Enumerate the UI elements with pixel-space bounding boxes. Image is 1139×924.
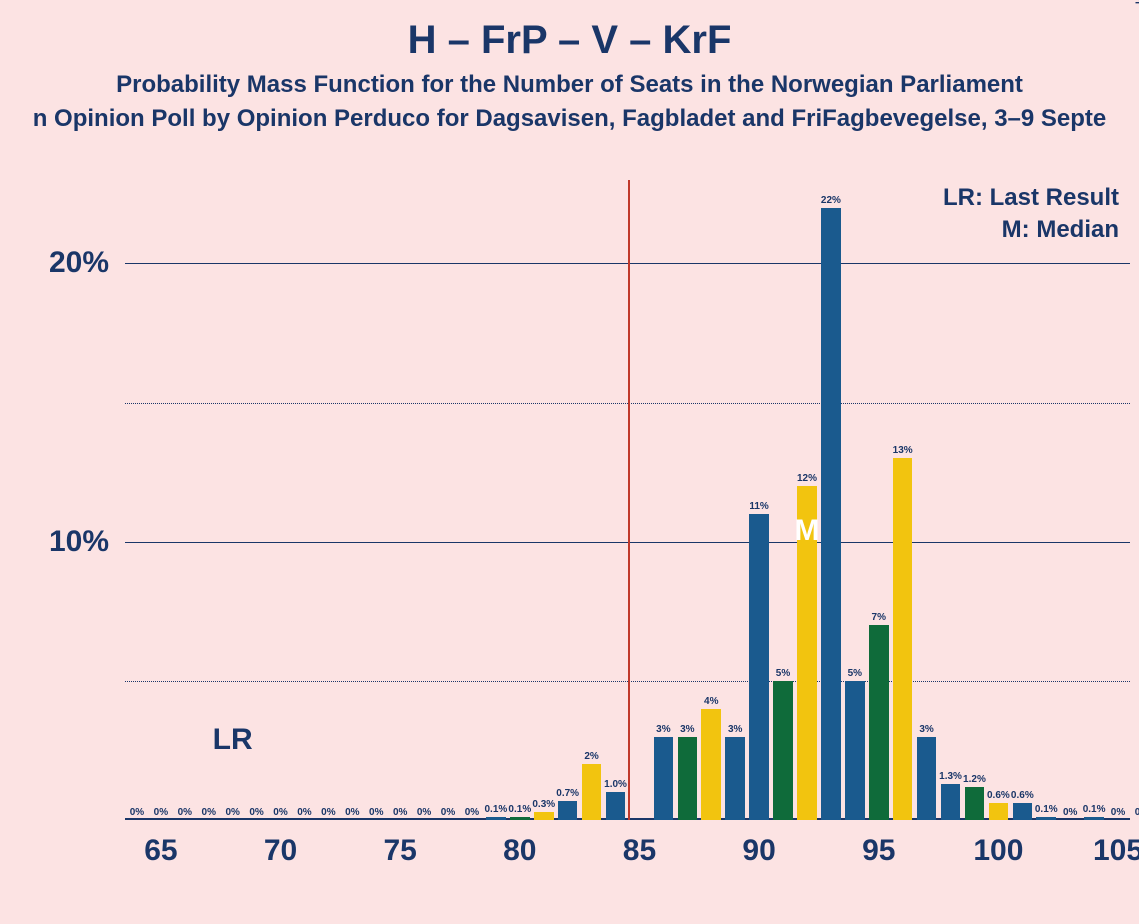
x-tick-label: 90 (742, 820, 775, 868)
chart-title: H – FrP – V – KrF (0, 18, 1139, 63)
bar (941, 784, 961, 820)
bar-label: 5% (848, 668, 862, 679)
y-tick-label: 20% (49, 246, 125, 280)
bar-label: 22% (821, 195, 841, 206)
bar-label: 0% (1063, 807, 1077, 818)
bar (869, 625, 889, 820)
bar-label: 12% (797, 473, 817, 484)
x-tick-label: 85 (623, 820, 656, 868)
bar-label: 3% (656, 724, 670, 735)
bar (701, 709, 721, 820)
bar (965, 787, 985, 820)
lr-line (628, 180, 630, 820)
x-tick-label: 65 (144, 820, 177, 868)
bar-label: 4% (704, 696, 718, 707)
x-tick-label: 105 (1093, 820, 1139, 868)
bar-label: 0% (417, 807, 431, 818)
y-tick-label: 10% (49, 525, 125, 559)
bar-label: 0.7% (556, 788, 579, 799)
bar-label: 0% (441, 807, 455, 818)
bar-label: 7% (872, 612, 886, 623)
bar-label: 0% (297, 807, 311, 818)
header-block: H – FrP – V – KrF Probability Mass Funct… (0, 0, 1139, 133)
bar (989, 803, 1009, 820)
bar (678, 737, 698, 820)
bar (534, 812, 554, 820)
bar (1036, 817, 1056, 820)
bar-label: 0% (393, 807, 407, 818)
bar (1013, 803, 1033, 820)
bar-label: 0% (369, 807, 383, 818)
bar-label: 0.3% (532, 799, 555, 810)
bar-label: 0% (154, 807, 168, 818)
bar (749, 514, 769, 820)
bar-label: 13% (893, 445, 913, 456)
bar-label: 0% (178, 807, 192, 818)
x-tick-label: 100 (973, 820, 1023, 868)
bar-label: 0.1% (484, 804, 507, 815)
bar-label: 0.1% (1083, 804, 1106, 815)
bar-label: 0.6% (1011, 790, 1034, 801)
bar (893, 458, 913, 820)
bar-label: 3% (919, 724, 933, 735)
bar-label: 0% (345, 807, 359, 818)
bar (845, 681, 865, 820)
bar (725, 737, 745, 820)
copyright-text: © 2024 Filip van Laenen (1133, 0, 1139, 4)
bar-label: 3% (728, 724, 742, 735)
bar-label: 0% (202, 807, 216, 818)
chart-subtitle: Probability Mass Function for the Number… (0, 71, 1139, 99)
bar-label: 0% (1111, 807, 1125, 818)
bar-label: 1.2% (963, 774, 986, 785)
bar-label: 0% (1135, 807, 1139, 818)
plot-region: 0%0%0%0%0%0%0%0%0%0%0%0%0%0%0%0.1%0.1%0.… (125, 180, 1130, 820)
bar-label: 0.6% (987, 790, 1010, 801)
bar (773, 681, 793, 820)
bar-label: 0% (321, 807, 335, 818)
bar (582, 764, 602, 820)
bar-label: 1.3% (939, 771, 962, 782)
bar-label: 3% (680, 724, 694, 735)
x-tick-label: 70 (264, 820, 297, 868)
bar (821, 208, 841, 820)
bar-label: 0.1% (1035, 804, 1058, 815)
x-tick-label: 75 (383, 820, 416, 868)
median-marker: M (794, 514, 819, 548)
bar-label: 2% (584, 751, 598, 762)
bar-label: 11% (749, 501, 768, 512)
x-tick-label: 80 (503, 820, 536, 868)
x-tick-label: 95 (862, 820, 895, 868)
bar (558, 801, 578, 820)
lr-marker: LR (213, 723, 253, 757)
bar-label: 0% (225, 807, 239, 818)
chart-source: n Opinion Poll by Opinion Perduco for Da… (0, 105, 1139, 133)
bar-label: 0% (130, 807, 144, 818)
bar (917, 737, 937, 820)
bar-label: 0% (249, 807, 263, 818)
bar-label: 0% (465, 807, 479, 818)
bar-label: 5% (776, 668, 790, 679)
bar (606, 792, 626, 820)
chart-area: 0%0%0%0%0%0%0%0%0%0%0%0%0%0%0%0.1%0.1%0.… (125, 180, 1130, 820)
bar-label: 0% (273, 807, 287, 818)
bar (654, 737, 674, 820)
bar-label: 0.1% (508, 804, 531, 815)
bar-label: 1.0% (604, 779, 627, 790)
